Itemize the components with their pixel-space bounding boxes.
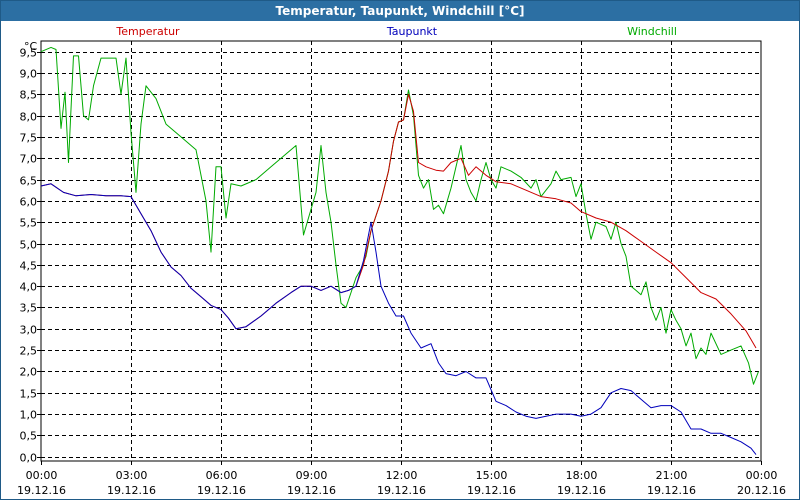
y-tick-label: 8,5 [20,89,38,102]
x-tick-time: 18:00 [566,469,598,482]
y-tick-label: 8,0 [20,111,38,124]
y-tick-label: 9,5 [20,47,38,60]
x-tick-time: 09:00 [296,469,328,482]
series-line-taupunkt [40,183,757,455]
x-tick-date: 19.12.16 [647,484,696,497]
y-tick-label: 6,5 [20,175,38,188]
x-tick-time: 00:00 [26,469,58,482]
y-tick-label: 0,5 [20,430,38,443]
y-tick-label: 1,5 [20,388,38,401]
x-tick-date: 19.12.16 [557,484,606,497]
legend-taupunkt: Taupunkt [386,25,438,38]
y-axis-label: °C [24,40,38,53]
x-tick-date: 19.12.16 [197,484,246,497]
y-tick-label: 4,0 [20,281,38,294]
x-tick-time: 12:00 [386,469,418,482]
y-tick-label: 7,0 [20,153,38,166]
y-tick-label: 2,0 [20,366,38,379]
x-tick-time: 06:00 [206,469,238,482]
y-tick-label: 2,5 [20,345,38,358]
x-tick-date: 20.12.16 [737,484,786,497]
x-tick-time: 03:00 [116,469,148,482]
series-line-temperatur [40,93,757,349]
x-tick-date: 19.12.16 [107,484,156,497]
x-tick-date: 19.12.16 [467,484,516,497]
y-tick-label: 1,0 [20,409,38,422]
x-tick-time: 21:00 [656,469,688,482]
x-tick-time: 15:00 [476,469,508,482]
y-tick-label: 3,5 [20,302,38,315]
y-tick-label: 5,5 [20,217,38,230]
x-tick-date: 19.12.16 [287,484,336,497]
legend-windchill: Windchill [627,25,677,38]
y-tick-label: 4,5 [20,260,38,273]
series-line-windchill [40,46,759,385]
legend-temperatur: Temperatur [115,25,180,38]
x-tick-time: 00:00 [746,469,778,482]
x-tick-date: 19.12.16 [17,484,66,497]
y-tick-label: 0,0 [20,452,38,465]
x-tick-date: 19.12.16 [377,484,426,497]
y-tick-label: 3,0 [20,324,38,337]
y-tick-label: 6,0 [20,196,38,209]
window-title: Temperatur, Taupunkt, Windchill [°C] [1,1,799,21]
y-tick-label: 9,0 [20,68,38,81]
y-tick-label: 7,5 [20,132,38,145]
y-tick-label: 5,0 [20,239,38,252]
